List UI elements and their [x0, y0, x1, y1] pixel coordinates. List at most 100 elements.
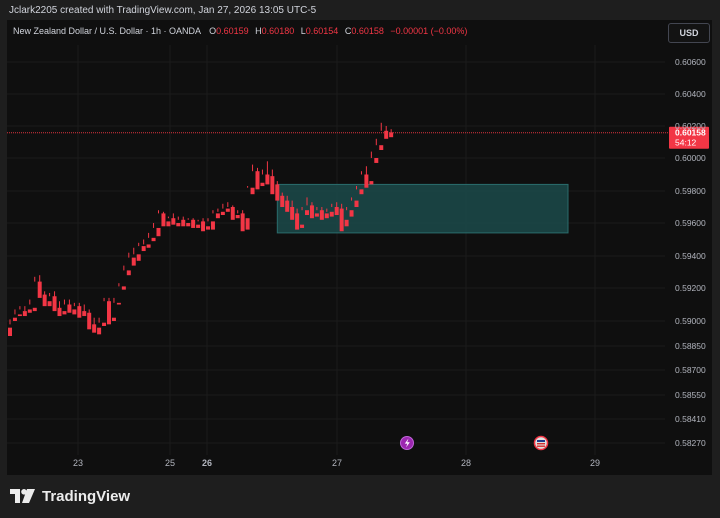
- price-tick-label: 0.60000: [675, 153, 706, 163]
- demand-zone[interactable]: [276, 183, 569, 234]
- candle-down: [171, 218, 176, 225]
- candle-down: [141, 246, 146, 252]
- candle-down: [225, 208, 230, 212]
- candle-down: [8, 327, 12, 336]
- flag-stripe-icon: [537, 440, 545, 442]
- candle-down: [57, 307, 62, 317]
- last-price-value: 0.60158: [675, 128, 706, 138]
- candle-down: [314, 213, 319, 217]
- flag-stripe-icon: [537, 445, 545, 447]
- candle-down: [131, 257, 136, 266]
- time-tick-label: 25: [165, 458, 175, 468]
- candle-down: [255, 171, 260, 190]
- symbol-title[interactable]: New Zealand Dollar / U.S. Dollar · 1h · …: [13, 26, 201, 36]
- attribution-text: Jclark2205 created with TradingView.com,…: [9, 5, 317, 16]
- close-value: 0.60158: [351, 26, 384, 36]
- high-value: 0.60180: [261, 26, 295, 36]
- candle-down: [121, 286, 126, 290]
- candle-down: [339, 208, 344, 232]
- footer-bar: [0, 475, 720, 518]
- candle-down: [87, 312, 92, 330]
- candle-down: [166, 221, 171, 227]
- candle-down: [300, 224, 305, 228]
- price-tick-label: 0.59400: [675, 251, 706, 261]
- candle-down: [374, 158, 379, 163]
- candle-down: [324, 213, 329, 219]
- candle-down: [235, 215, 240, 219]
- candle-down: [136, 254, 141, 261]
- candle-down: [369, 181, 374, 185]
- candle-down: [67, 304, 72, 313]
- candle-down: [151, 237, 156, 242]
- candle-down: [116, 302, 121, 305]
- price-tick-label: 0.58270: [675, 438, 706, 448]
- candle-down: [295, 213, 300, 230]
- candle-down: [309, 205, 314, 219]
- candle-down: [32, 307, 37, 312]
- candle-down: [156, 227, 161, 237]
- candle-down: [146, 244, 151, 248]
- low-label: L: [300, 26, 306, 36]
- candle-down: [206, 226, 210, 230]
- price-tick-label: 0.60600: [675, 57, 706, 67]
- tradingview-logo[interactable]: TradingView: [10, 487, 130, 505]
- candle-down: [111, 317, 116, 321]
- candle-down: [72, 309, 77, 315]
- candle-down: [344, 219, 349, 227]
- candle-down: [329, 211, 334, 217]
- price-tick-label: 0.58850: [675, 341, 706, 351]
- candle-down: [82, 311, 87, 317]
- candle-down: [12, 317, 17, 321]
- ohlc-legend: New Zealand Dollar / U.S. Dollar · 1h · …: [13, 26, 467, 36]
- candle-down: [97, 327, 102, 335]
- zone-rectangle: [276, 183, 569, 234]
- event-markers: [400, 435, 549, 451]
- price-tick-label: 0.59800: [675, 186, 706, 196]
- candle-down: [161, 213, 166, 227]
- close-label: C: [344, 26, 352, 36]
- candle-down: [230, 207, 235, 220]
- candle-down: [176, 223, 181, 227]
- candle-down: [359, 189, 364, 195]
- candle-down: [240, 213, 245, 232]
- time-axis[interactable]: 23 25 26 27 28 29: [73, 458, 600, 468]
- candle-down: [22, 311, 27, 317]
- open-value: 0.60159: [216, 26, 249, 36]
- candle-down: [379, 145, 384, 150]
- price-tick-label: 0.60400: [675, 89, 706, 99]
- candle-down: [220, 211, 225, 215]
- candle-down: [126, 270, 131, 276]
- candle-down: [250, 187, 255, 195]
- candle-down: [280, 195, 285, 207]
- time-tick-label: 29: [590, 458, 600, 468]
- candle-down: [181, 219, 186, 227]
- candle-down: [17, 314, 22, 317]
- price-axis[interactable]: 0.60600 0.60400 0.60200 0.60000 0.59800 0.596…: [675, 57, 706, 448]
- time-tick-label: 27: [332, 458, 342, 468]
- price-tick-label: 0.58550: [675, 390, 706, 400]
- lightning-bolt-icon: [404, 438, 410, 448]
- price-tick-label: 0.59600: [675, 218, 706, 228]
- currency-button[interactable]: USD: [668, 23, 710, 43]
- candle-down: [389, 132, 394, 138]
- candle-down: [52, 296, 57, 312]
- candle-down: [92, 324, 97, 333]
- candle-down: [364, 174, 369, 188]
- candle-down: [319, 210, 324, 220]
- tradingview-logo-icon: [10, 489, 35, 503]
- candle-down: [305, 210, 309, 215]
- candle-down: [27, 309, 32, 313]
- top-attribution-bar: Jclark2205 created with TradingView.com,…: [0, 0, 720, 20]
- candle-down: [201, 221, 206, 232]
- candle-down: [215, 213, 220, 219]
- low-value: 0.60154: [305, 26, 339, 36]
- candle-down: [186, 223, 191, 227]
- candle-down: [210, 221, 215, 230]
- price-tick-label: 0.59200: [675, 283, 706, 293]
- candle-down: [37, 281, 42, 298]
- candle-down: [107, 301, 111, 325]
- change-value: −0.00001 (−0.00%): [390, 26, 468, 36]
- candle-down: [334, 207, 339, 215]
